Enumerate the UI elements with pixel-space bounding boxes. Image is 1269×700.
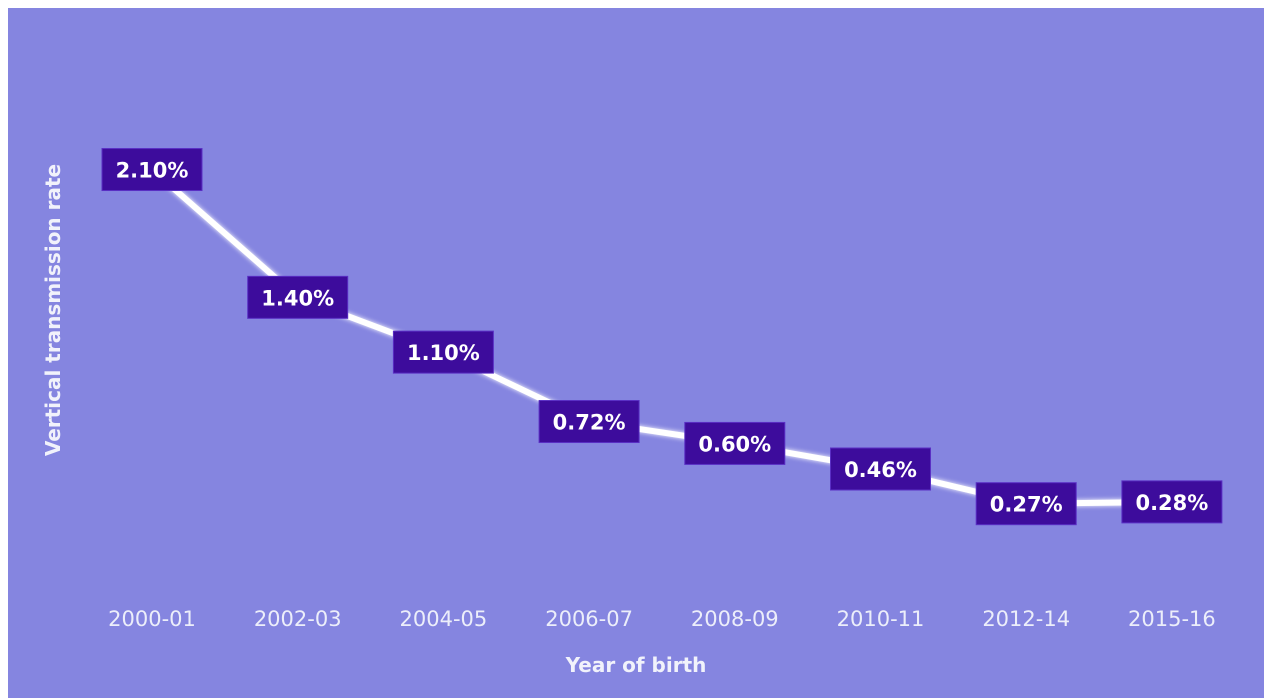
data-label: 0.28% — [1121, 480, 1223, 524]
chart-area: 2.10% 1.40% 1.10% 0.72% 0.60% 0.46% 0.27% 0.28%… — [8, 8, 1264, 698]
data-label-box — [1121, 480, 1223, 524]
data-label: 0.72% — [538, 400, 640, 444]
series-line — [149, 166, 1175, 507]
x-tick-label: 2015-16 — [1128, 607, 1216, 631]
data-label-text: 0.46% — [844, 458, 917, 482]
data-label-text: 0.72% — [553, 411, 626, 435]
data-label-text: 0.60% — [698, 432, 771, 456]
data-label: 1.10% — [392, 330, 494, 374]
data-label: 1.40% — [247, 275, 349, 319]
x-tick-label: 2012-14 — [982, 607, 1070, 631]
data-label: 0.46% — [830, 447, 931, 491]
data-label-text: 1.40% — [261, 286, 334, 310]
y-axis-title: Vertical transmission rate — [41, 164, 65, 456]
x-axis-ticks: 2000-01 2002-03 2004-05 2006-07 2008-09 2010-… — [108, 607, 1216, 631]
data-label-box — [830, 447, 931, 491]
data-label-text: 1.10% — [407, 341, 480, 365]
data-label: 0.60% — [684, 421, 786, 465]
line-chart: 2.10% 1.40% 1.10% 0.72% 0.60% 0.46% 0.27% 0.28%… — [41, 148, 1223, 677]
x-tick-label: 2010-11 — [837, 607, 925, 631]
x-tick-label: 2008-09 — [691, 607, 779, 631]
x-tick-label: 2006-07 — [545, 607, 633, 631]
data-label-box — [975, 482, 1077, 526]
data-label-box — [392, 330, 494, 374]
data-label: 0.27% — [975, 482, 1077, 526]
x-tick-label: 2002-03 — [254, 607, 342, 631]
x-tick-label: 2000-01 — [108, 607, 196, 631]
data-label-box — [538, 400, 640, 444]
data-label-text: 0.28% — [1135, 491, 1208, 515]
data-label-box — [101, 148, 203, 192]
data-label-box — [247, 275, 349, 319]
data-label-text: 0.27% — [990, 493, 1063, 517]
data-label: 2.10% — [101, 148, 203, 192]
x-axis-title: Year of birth — [565, 653, 707, 677]
data-labels: 2.10% 1.40% 1.10% 0.72% 0.60% 0.46% 0.27% 0.28% — [101, 148, 1223, 526]
data-label-box — [684, 421, 786, 465]
x-tick-label: 2004-05 — [400, 607, 488, 631]
data-label-text: 2.10% — [116, 159, 189, 183]
